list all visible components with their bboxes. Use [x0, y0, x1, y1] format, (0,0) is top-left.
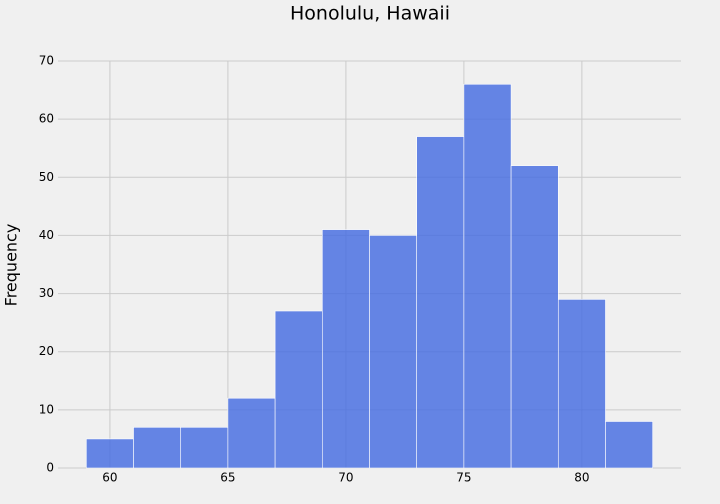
chart-title: Honolulu, Hawaii	[290, 3, 450, 25]
bar	[274, 310, 323, 469]
y-tick-label: 20	[39, 344, 54, 358]
bar	[557, 299, 606, 469]
y-tick-label: 40	[39, 228, 54, 242]
bar	[463, 83, 512, 469]
y-tick-label: 0	[46, 461, 54, 475]
bar	[133, 426, 182, 469]
bar	[605, 421, 653, 469]
x-tick-label: 65	[220, 471, 235, 485]
bar	[322, 229, 370, 469]
y-tick-label: 50	[39, 170, 54, 184]
bar	[510, 165, 559, 469]
x-tick-label: 80	[574, 471, 589, 485]
y-tick-label: 10	[39, 402, 54, 416]
bar	[416, 136, 465, 469]
bar	[369, 235, 417, 469]
x-tick-label: 60	[102, 471, 117, 485]
bar	[180, 426, 229, 469]
y-tick-label: 30	[39, 286, 54, 300]
y-tick-label: 70	[39, 54, 54, 68]
bar	[86, 438, 134, 469]
y-tick-label: 60	[39, 112, 54, 126]
x-tick-label: 70	[338, 471, 353, 485]
y-axis-label: Frequency	[2, 224, 21, 307]
x-tick-label: 75	[456, 471, 471, 485]
bar	[227, 397, 276, 469]
